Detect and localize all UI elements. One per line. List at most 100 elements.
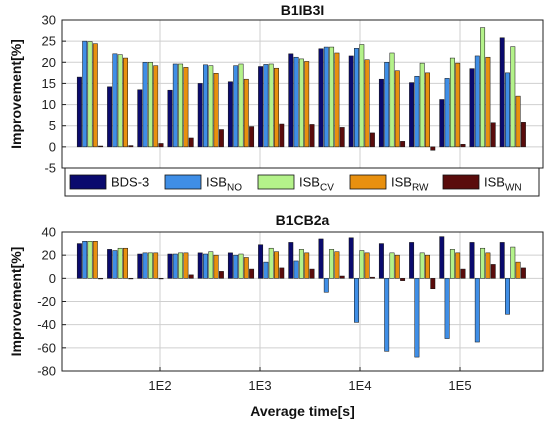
bar xyxy=(258,244,264,279)
bar xyxy=(485,252,491,279)
bar xyxy=(243,78,249,148)
bar xyxy=(147,62,153,148)
bar xyxy=(178,63,184,148)
bar xyxy=(188,137,194,148)
bar xyxy=(87,41,93,148)
bar xyxy=(490,264,496,279)
bar xyxy=(369,132,375,148)
bar xyxy=(172,253,178,279)
bar xyxy=(323,278,329,293)
bar xyxy=(474,278,480,343)
bar xyxy=(384,278,390,352)
y-tick-label: 5 xyxy=(49,118,56,133)
y-tick-label: 0 xyxy=(49,271,56,286)
panel-b1cb2a: -80 -60 -40 -20 0 20 40 1E2 1E3 1E4 1E5 B1CB2a Im… xyxy=(8,212,544,419)
chart-title: B1CB2a xyxy=(276,212,330,228)
bar xyxy=(520,267,526,279)
y-tick-label: -40 xyxy=(37,317,56,332)
bar xyxy=(233,65,239,148)
bar xyxy=(430,146,436,151)
bar xyxy=(298,58,304,148)
bar xyxy=(354,278,359,323)
bar xyxy=(183,67,189,148)
bar xyxy=(469,68,475,148)
bar xyxy=(142,252,148,279)
y-ticks: -5 0 5 10 15 20 25 30 xyxy=(42,13,66,176)
bar xyxy=(378,243,384,279)
bar xyxy=(203,253,208,279)
legend: BDS-3 ISBNO ISBCV ISBRW ISBWN xyxy=(64,167,540,197)
bar xyxy=(117,247,123,279)
bar xyxy=(158,143,164,148)
bar xyxy=(348,237,354,279)
bar xyxy=(505,278,510,315)
bar xyxy=(510,46,516,148)
bar xyxy=(378,78,384,148)
legend-label: BDS-3 xyxy=(111,175,149,190)
bar xyxy=(172,63,178,148)
bar xyxy=(520,122,526,148)
bar xyxy=(268,63,274,148)
bar xyxy=(474,55,480,148)
panel-b1ib3i: -5 0 5 10 15 20 25 30 B1IB3I Improvement[%] xyxy=(8,2,544,176)
bar xyxy=(87,241,93,279)
bar xyxy=(510,246,516,279)
legend-swatch xyxy=(69,174,107,190)
bar xyxy=(480,247,486,279)
bar xyxy=(400,278,406,281)
bar xyxy=(158,278,164,280)
x-tick-label: 1E4 xyxy=(348,378,371,393)
bar xyxy=(279,267,285,279)
bar xyxy=(394,254,400,279)
y-tick-label: 40 xyxy=(42,225,56,240)
x-tick-label: 1E2 xyxy=(148,378,171,393)
bar xyxy=(323,46,329,148)
bar xyxy=(188,274,194,279)
bar xyxy=(263,261,269,279)
bar xyxy=(304,252,310,279)
bar xyxy=(227,81,233,148)
bar xyxy=(439,236,445,279)
y-tick-label: 15 xyxy=(42,76,56,91)
bar xyxy=(76,243,82,279)
bar xyxy=(369,276,375,279)
bar xyxy=(425,72,430,148)
bar xyxy=(480,27,486,148)
bar xyxy=(389,52,395,148)
legend-label: ISBNO xyxy=(206,175,242,194)
bars xyxy=(76,236,526,358)
legend-swatch xyxy=(257,174,295,190)
bar xyxy=(274,251,279,279)
bar xyxy=(425,254,430,279)
y-tick-label: -20 xyxy=(37,294,56,309)
bar xyxy=(279,123,285,148)
bar xyxy=(339,275,345,279)
y-axis-label: Improvement[%] xyxy=(8,247,24,357)
bar xyxy=(147,252,153,279)
bar xyxy=(419,252,425,279)
bar xyxy=(400,141,406,148)
bar xyxy=(153,252,159,279)
bar xyxy=(238,253,244,279)
legend-label: ISBCV xyxy=(299,175,334,194)
bar xyxy=(197,252,203,279)
bar xyxy=(167,253,173,279)
y-tick-label: 20 xyxy=(42,248,56,263)
bar xyxy=(430,278,436,290)
y-tick-label: 30 xyxy=(42,13,56,28)
bar xyxy=(218,271,224,279)
bar xyxy=(128,278,134,280)
legend-swatch xyxy=(164,174,202,190)
bar xyxy=(460,144,466,148)
bar xyxy=(227,252,233,279)
bar xyxy=(318,48,324,148)
bar xyxy=(112,250,118,279)
y-tick-label: 20 xyxy=(42,55,56,70)
bar xyxy=(359,44,365,148)
y-ticks: -80 -60 -40 -20 0 20 40 xyxy=(37,225,66,379)
bar xyxy=(309,124,315,148)
bar xyxy=(439,99,445,148)
bar xyxy=(499,242,505,279)
bar xyxy=(178,252,184,279)
